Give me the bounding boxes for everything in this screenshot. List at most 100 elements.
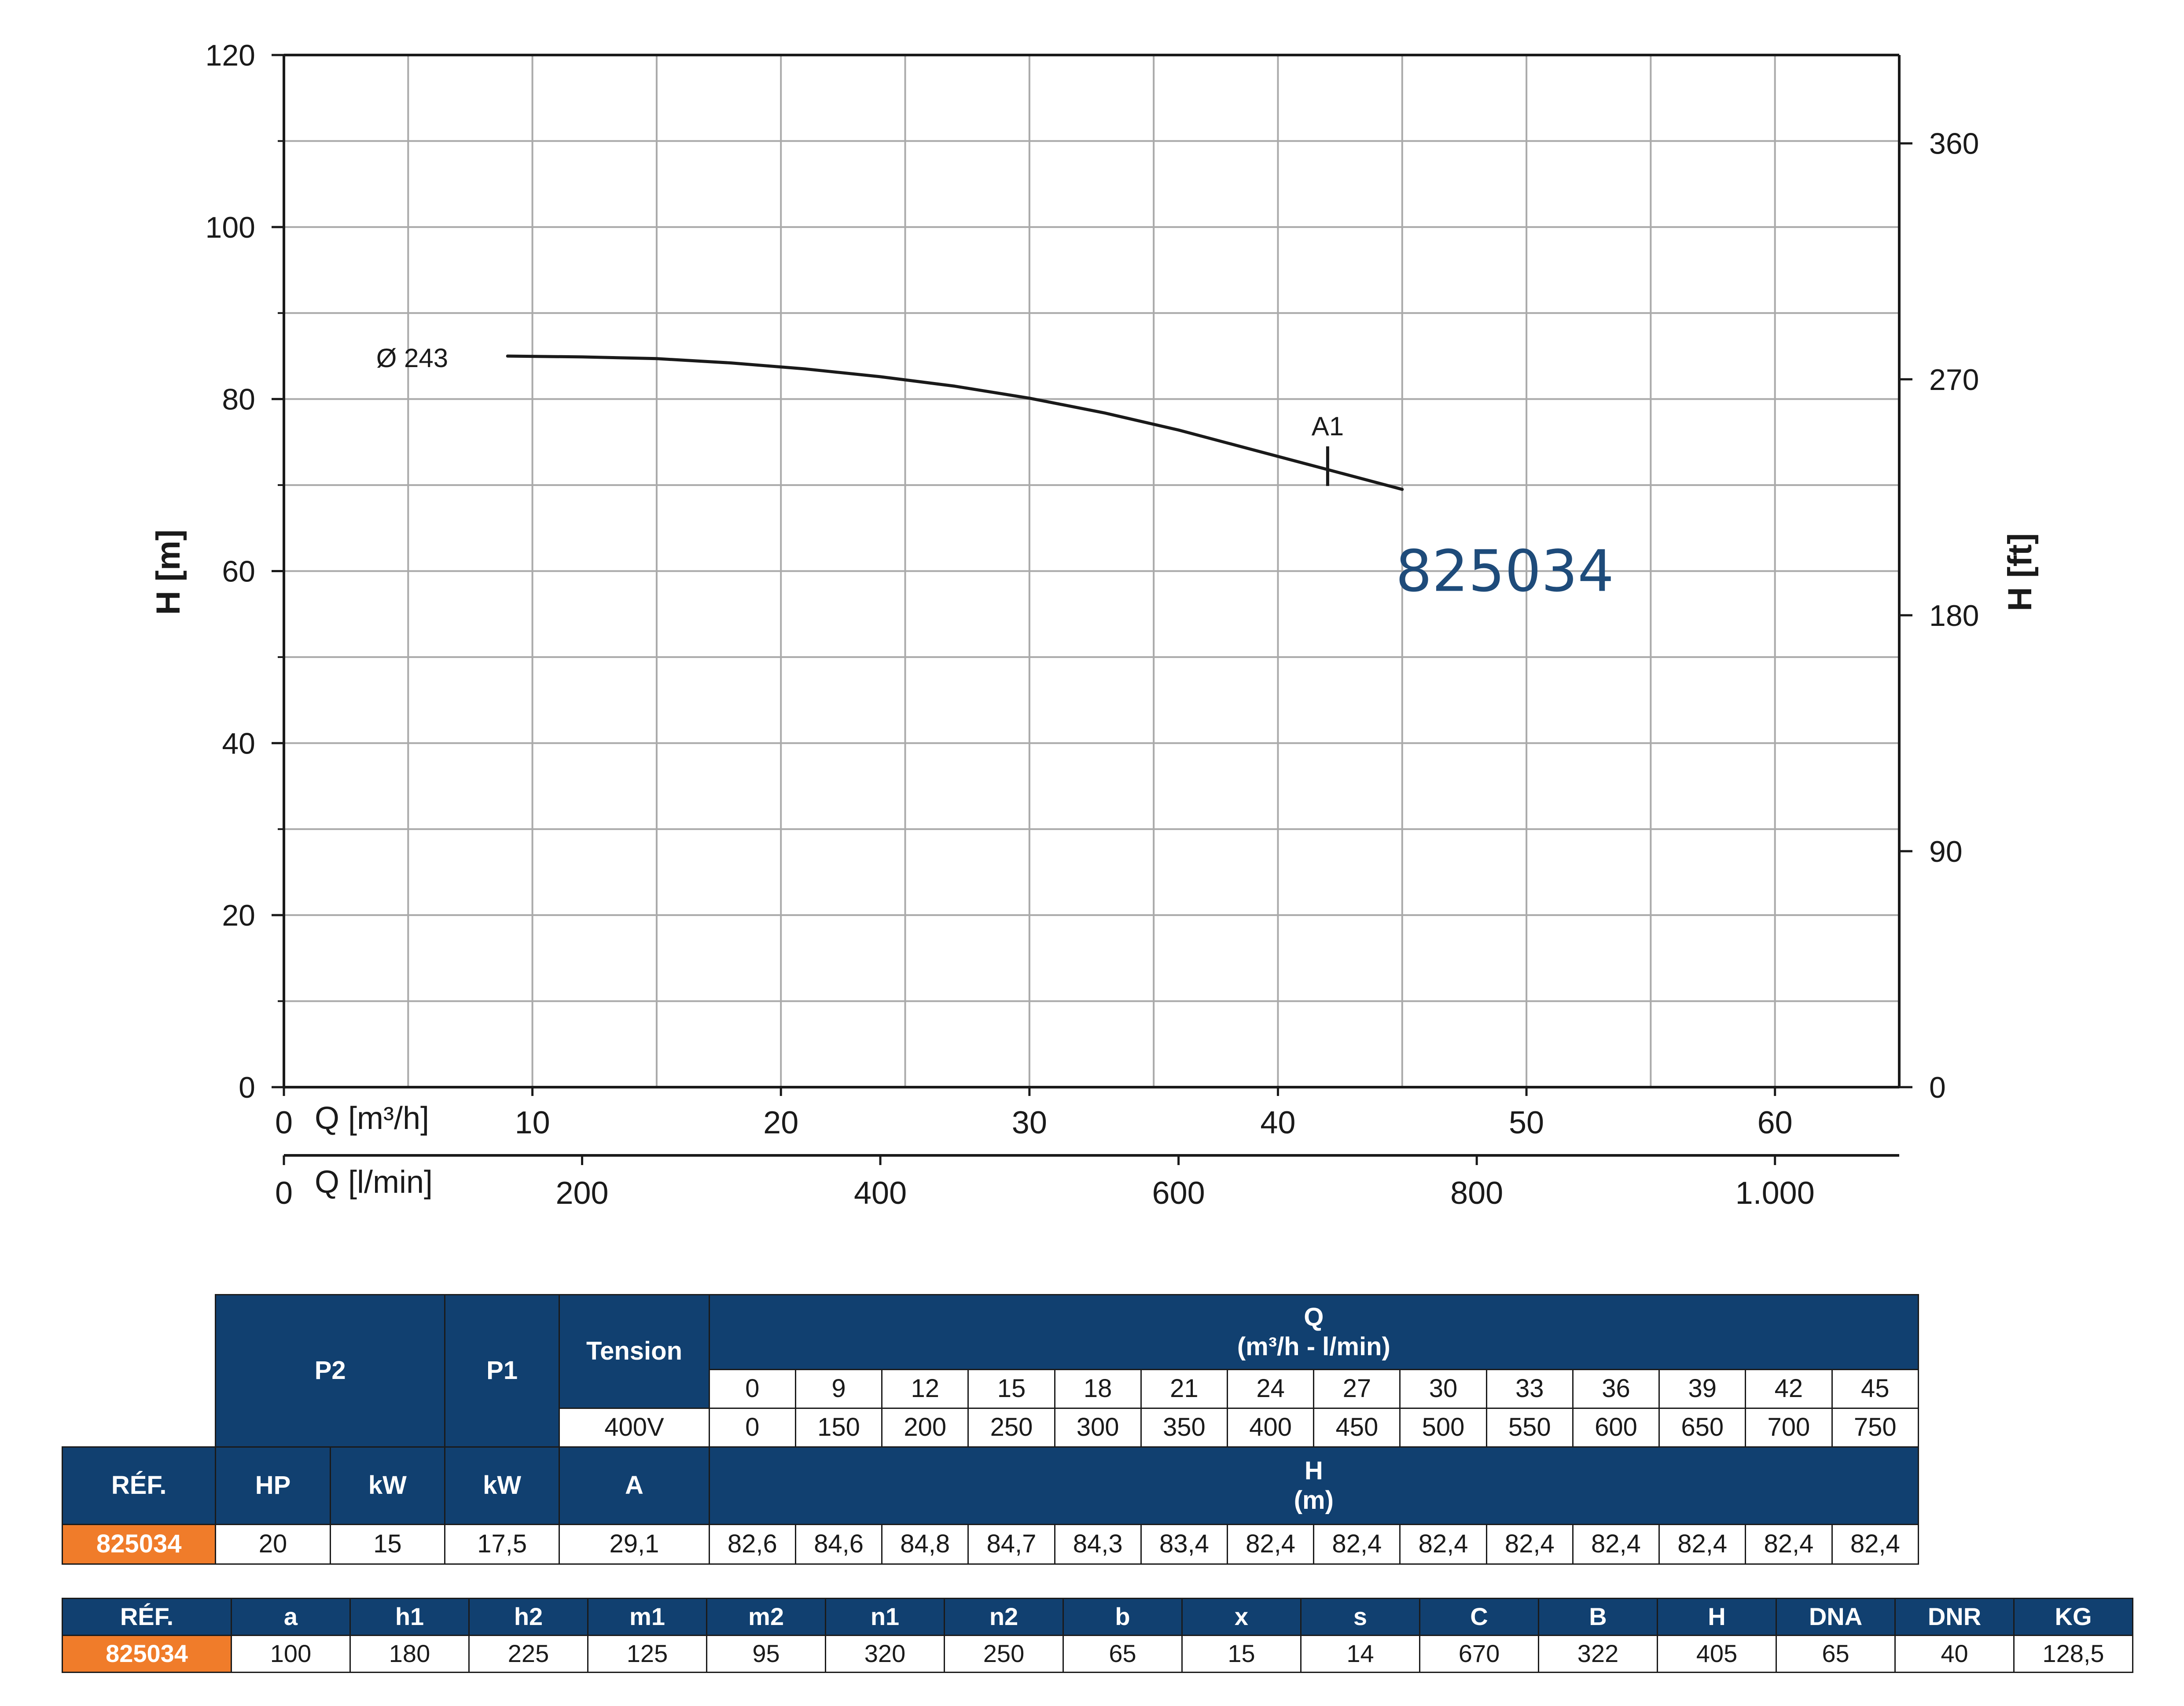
x1-tick-label: 60: [1757, 1105, 1793, 1140]
chart-labels: 0 20 40 60 80 100 120 0 90 180 270 360 0 10 20 30 40 50 60…: [150, 39, 2039, 1211]
q-lmin-cell: 150: [794, 1408, 883, 1448]
x1-tick-label: 0: [275, 1105, 293, 1140]
q-lmin-cell: 600: [1572, 1408, 1660, 1448]
header-kw-p1: kW: [444, 1446, 560, 1525]
amps-cell: 29,1: [559, 1524, 710, 1565]
dimension-value-cell: 65: [1063, 1635, 1183, 1673]
head-value-cell: 83,4: [1140, 1524, 1228, 1565]
q-lmin-cell: 200: [881, 1408, 969, 1448]
dimension-header-cell: KG: [2013, 1598, 2133, 1636]
dimension-header-cell: n1: [825, 1598, 945, 1636]
dimension-value-cell: 15: [1181, 1635, 1302, 1673]
x1-axis-label: Q [m³/h]: [315, 1101, 429, 1136]
head-value-cell: 82,4: [1572, 1524, 1660, 1565]
x2-tick-label: 1.000: [1735, 1176, 1815, 1211]
header-ref: RÉF.: [61, 1446, 217, 1525]
header-p1: P1: [444, 1294, 560, 1448]
header-p2: P2: [215, 1294, 445, 1448]
head-value-cell: 82,4: [1226, 1524, 1315, 1565]
dimension-header-cell: RÉF.: [62, 1598, 232, 1636]
dimension-value-cell: 320: [825, 1635, 945, 1673]
dimension-value-cell: 322: [1538, 1635, 1658, 1673]
chart-axes: [272, 54, 1912, 1165]
head-value-cell: 82,6: [708, 1524, 796, 1565]
y-right-tick-label: 360: [1929, 127, 1979, 161]
head-value-cell: 82,4: [1658, 1524, 1746, 1565]
q-lmin-cell: 700: [1745, 1408, 1833, 1448]
performance-table: P2 P1 Tension Q (m³/h - l/min) 0 9 12 15 18 21…: [61, 1294, 1919, 1565]
q-lmin-cell: 0: [708, 1408, 796, 1448]
dimension-header-cell: B: [1538, 1598, 1658, 1636]
dimension-value-cell: 100: [231, 1635, 351, 1673]
q-lmin-cell: 550: [1485, 1408, 1574, 1448]
y-right-tick-label: 270: [1929, 363, 1979, 397]
dimension-header-cell: b: [1063, 1598, 1183, 1636]
y-right-tick-label: 90: [1929, 835, 1963, 868]
dimension-value-cell: 95: [706, 1635, 826, 1673]
ref-cell: 825034: [62, 1635, 232, 1673]
header-q-units: (m³/h - l/min): [1237, 1332, 1390, 1361]
blank-corner: [63, 1295, 216, 1447]
q-m3h-cell: 33: [1485, 1369, 1574, 1409]
q-m3h-cell: 0: [708, 1369, 796, 1409]
series-label: Ø 243: [376, 343, 448, 373]
q-m3h-cell: 9: [794, 1369, 883, 1409]
hp-cell: 20: [215, 1524, 331, 1565]
table-row: 825034 20 15 17,5 29,1 82,6 84,6 84,8 84,7 8…: [61, 1524, 1919, 1565]
dimension-value-cell: 250: [944, 1635, 1064, 1673]
dimension-header-cell: H: [1657, 1598, 1777, 1636]
dimension-header-cell: DNR: [1894, 1598, 2015, 1636]
q-lmin-cell: 250: [967, 1408, 1055, 1448]
q-m3h-cell: 21: [1140, 1369, 1228, 1409]
dimension-value-cell: 125: [587, 1635, 707, 1673]
dimension-header-cell: n2: [944, 1598, 1064, 1636]
series-line: [506, 354, 1404, 491]
q-m3h-cell: 45: [1831, 1369, 1919, 1409]
y-left-tick-label: 80: [222, 383, 255, 416]
q-lmin-row: 400V 0 150 200 250 300 350 400 450 500 550 600 650 7…: [63, 1408, 1919, 1448]
q-m3h-row: 0 9 12 15 18 21 24 27 30 33 36 39 42 45: [63, 1369, 1919, 1409]
dimension-value-cell: 670: [1419, 1635, 1539, 1673]
y-left-tick-label: 40: [222, 727, 255, 760]
q-lmin-cell: 750: [1831, 1408, 1919, 1448]
header-kw-p2: kW: [329, 1446, 446, 1525]
dimension-header-cell: C: [1419, 1598, 1539, 1636]
q-m3h-cell: 18: [1054, 1369, 1142, 1409]
q-m3h-cell: 30: [1399, 1369, 1487, 1409]
q-m3h-cell: 36: [1572, 1369, 1660, 1409]
header-h: H (m): [708, 1446, 1919, 1525]
q-lmin-cell: 650: [1658, 1408, 1746, 1448]
pump-curve-chart: 0 20 40 60 80 100 120 0 90 180 270 360 0 10 20 30 40 50 60…: [150, 39, 2039, 1211]
head-value-cell: 84,3: [1054, 1524, 1142, 1565]
kw-cell: 15: [329, 1524, 446, 1565]
p1-kw-cell: 17,5: [444, 1524, 560, 1565]
head-value-cell: 82,4: [1313, 1524, 1401, 1565]
voltage-cell: 400V: [559, 1408, 710, 1448]
y-right-tick-label: 0: [1929, 1071, 1946, 1104]
dimension-header-cell: h2: [468, 1598, 588, 1636]
x2-tick-label: 400: [854, 1176, 907, 1211]
q-lmin-cell: 450: [1313, 1408, 1401, 1448]
chart-grid: [284, 55, 1899, 1087]
dimension-value-cell: 405: [1657, 1635, 1777, 1673]
dimension-header-cell: s: [1300, 1598, 1420, 1636]
dimension-header-cell: m1: [587, 1598, 707, 1636]
dimension-header-cell: DNA: [1776, 1598, 1896, 1636]
y-left-axis-label: H [m]: [150, 529, 187, 615]
x2-tick-label: 0: [275, 1176, 293, 1211]
header-amps: A: [559, 1446, 710, 1525]
x1-tick-label: 50: [1509, 1105, 1544, 1140]
y-left-tick-label: 20: [222, 899, 255, 932]
header-h-label: H: [1304, 1456, 1323, 1485]
head-value-cell: 82,4: [1399, 1524, 1487, 1565]
dimension-value-cell: 225: [468, 1635, 588, 1673]
x1-tick-label: 20: [763, 1105, 798, 1140]
table-row: 825034 100 180 225 125 95 320 250 65 15 14 670 322 40…: [62, 1635, 2133, 1673]
q-lmin-cell: 400: [1226, 1408, 1315, 1448]
ref-cell: 825034: [61, 1524, 217, 1565]
dimension-header-cell: m2: [706, 1598, 826, 1636]
x2-tick-label: 200: [555, 1176, 608, 1211]
head-value-cell: 84,7: [967, 1524, 1055, 1565]
dimensions-header-row: RÉF. a h1 h2 m1 m2 n1 n2 b x s C B H DNA DNR KG: [62, 1598, 2133, 1636]
y-left-tick-label: 100: [206, 211, 255, 244]
